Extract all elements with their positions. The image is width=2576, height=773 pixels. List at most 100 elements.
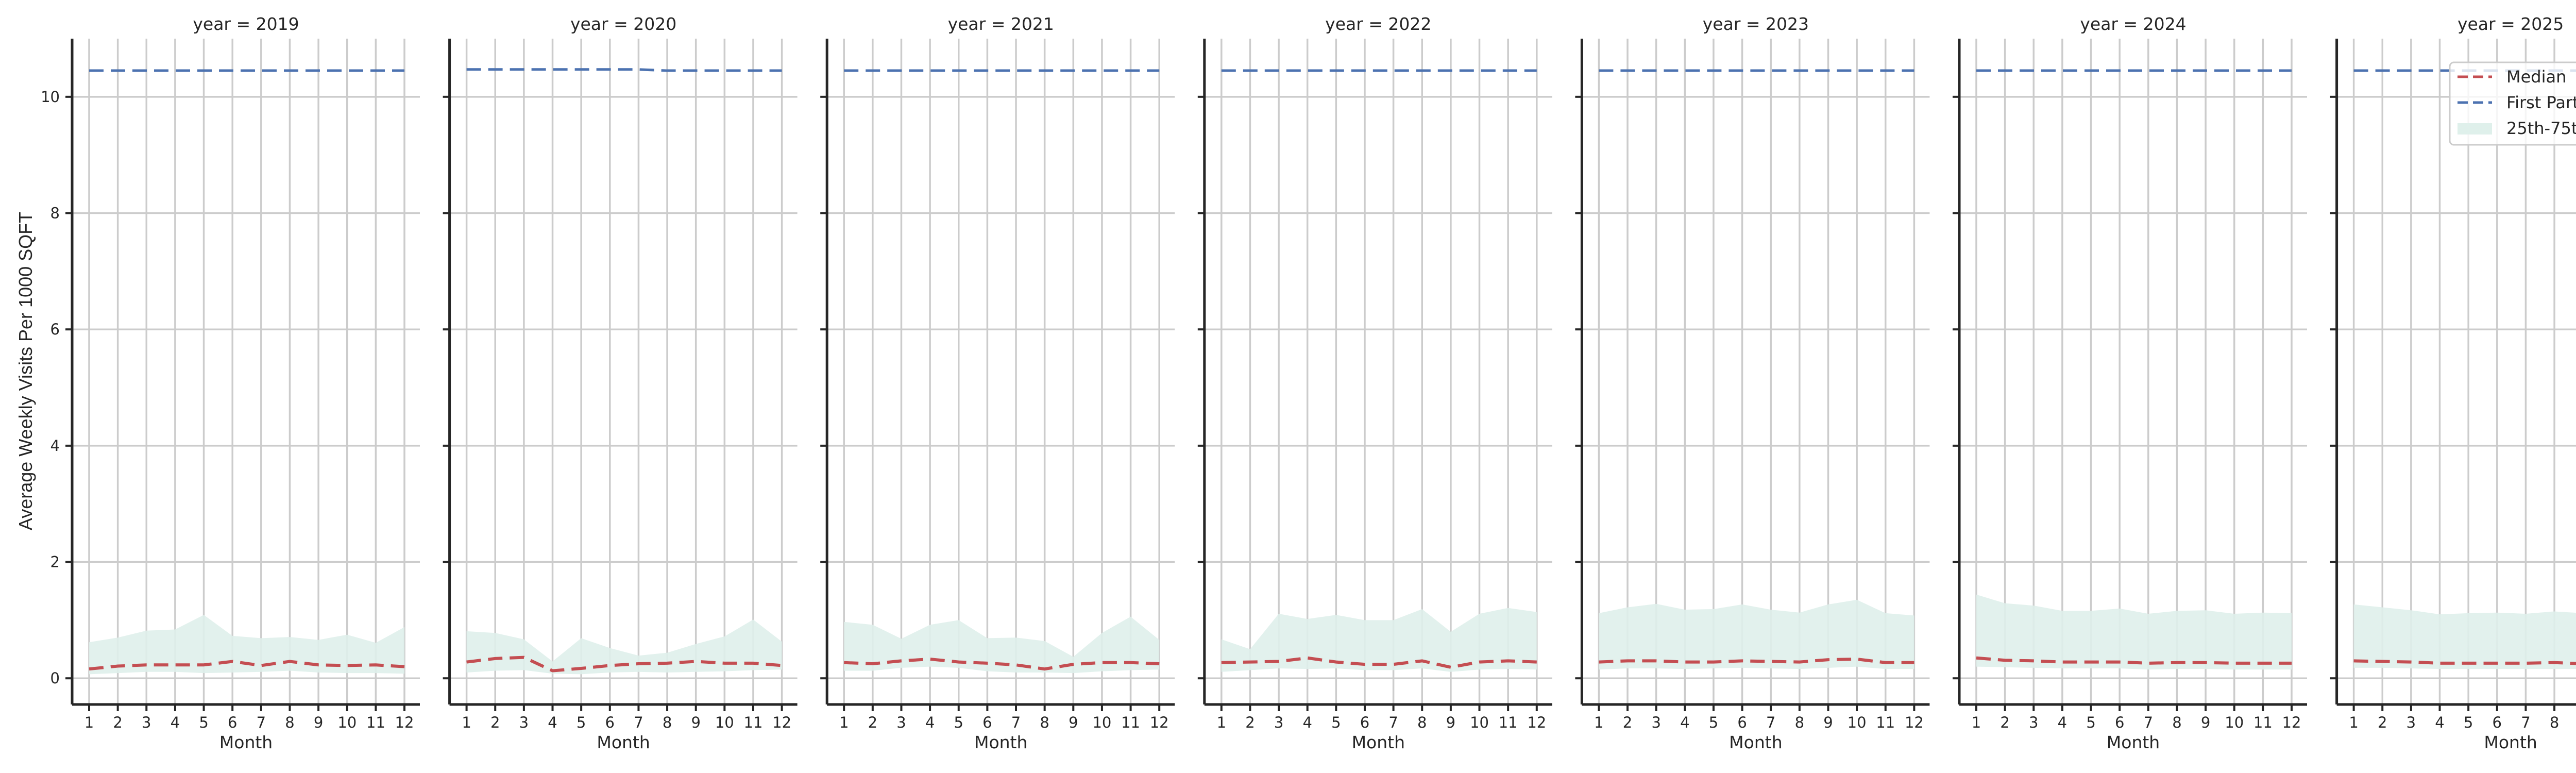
x-axis-label: Month (2484, 732, 2537, 752)
median-line (844, 657, 1160, 671)
percentile-band (1599, 599, 1914, 670)
legend-swatch-band (2458, 123, 2492, 135)
x-tick-label: 3 (142, 714, 151, 731)
x-tick-label: 4 (2058, 714, 2067, 731)
percentile-band (1221, 608, 1537, 672)
x-tick-label: 6 (2493, 714, 2502, 731)
x-tick-label: 7 (257, 714, 266, 731)
x-tick-label: 1 (839, 714, 849, 731)
x-tick-label: 7 (2144, 714, 2153, 731)
x-tick-label: 10 (1848, 714, 1867, 731)
x-tick-label: 9 (1823, 714, 1833, 731)
x-tick-label: 3 (2406, 714, 2416, 731)
x-tick-label: 2 (490, 714, 500, 731)
x-tick-label: 2 (1623, 714, 1632, 731)
x-tick-label: 8 (2172, 714, 2181, 731)
percentile-band (1976, 594, 2292, 670)
x-tick-label: 6 (1737, 714, 1747, 731)
x-tick-label: 5 (1709, 714, 1718, 731)
x-tick-label: 4 (171, 714, 180, 731)
x-tick-label: 8 (1795, 714, 1804, 731)
x-tick-label: 2 (2000, 714, 2009, 731)
x-tick-label: 4 (2435, 714, 2444, 731)
x-tick-label: 3 (2029, 714, 2038, 731)
x-tick-label: 12 (395, 714, 414, 731)
x-tick-label: 10 (1470, 714, 1489, 731)
median-line (1221, 656, 1537, 669)
x-tick-label: 6 (982, 714, 992, 731)
x-tick-label: 8 (1417, 714, 1427, 731)
x-tick-label: 11 (2253, 714, 2273, 731)
x-tick-label: 9 (2201, 714, 2210, 731)
x-tick-label: 8 (2550, 714, 2559, 731)
x-tick-label: 5 (2086, 714, 2095, 731)
x-tick-label: 1 (1972, 714, 1981, 731)
x-tick-label: 1 (2349, 714, 2358, 731)
first-party-median-line (466, 68, 782, 72)
x-tick-label: 7 (2521, 714, 2530, 731)
x-tick-label: 3 (1274, 714, 1283, 731)
x-tick-label: 1 (1217, 714, 1226, 731)
x-tick-label: 12 (1905, 714, 1924, 731)
x-tick-label: 9 (691, 714, 700, 731)
y-tick-label: 2 (50, 553, 60, 571)
x-tick-label: 10 (715, 714, 734, 731)
x-tick-label: 4 (548, 714, 557, 731)
x-tick-label: 5 (2464, 714, 2473, 731)
x-tick-label: 11 (1876, 714, 1895, 731)
x-tick-label: 9 (314, 714, 323, 731)
x-axis-label: Month (1352, 732, 1405, 752)
legend-label: First Party Median (2506, 93, 2576, 112)
y-tick-label: 6 (50, 321, 60, 338)
x-tick-label: 1 (1594, 714, 1603, 731)
x-tick-label: 2 (113, 714, 122, 731)
panel-title: year = 2023 (1703, 14, 1809, 34)
percentile-band (89, 615, 404, 675)
panel-title: year = 2024 (2080, 14, 2186, 34)
y-axis-label: Average Weekly Visits Per 1000 SQFT (15, 212, 36, 530)
x-axis-label: Month (974, 732, 1027, 752)
median-line (89, 660, 405, 671)
x-tick-label: 8 (285, 714, 294, 731)
x-tick-label: 5 (1331, 714, 1341, 731)
x-tick-label: 6 (2115, 714, 2124, 731)
x-tick-label: 8 (663, 714, 672, 731)
x-tick-label: 2 (868, 714, 877, 731)
x-tick-label: 9 (1069, 714, 1078, 731)
x-tick-label: 7 (1011, 714, 1021, 731)
x-tick-label: 6 (1360, 714, 1369, 731)
x-tick-label: 6 (605, 714, 615, 731)
x-tick-label: 4 (1680, 714, 1689, 731)
panel-title: year = 2022 (1325, 14, 1431, 34)
x-tick-label: 8 (1040, 714, 1049, 731)
median-line (1599, 657, 1914, 664)
x-tick-label: 2 (2378, 714, 2387, 731)
x-tick-label: 3 (896, 714, 906, 731)
legend-label: 25th-75th Percentile (2506, 119, 2576, 138)
panel-2025: year = 2025123456789101112Month (2330, 14, 2576, 752)
x-tick-label: 2 (1245, 714, 1255, 731)
x-tick-label: 12 (772, 714, 791, 731)
x-tick-label: 3 (519, 714, 529, 731)
legend: Median First Party Median 25th-75th Percen… (2449, 61, 2576, 146)
x-tick-label: 12 (1527, 714, 1546, 731)
x-tick-label: 11 (1121, 714, 1140, 731)
x-tick-label: 11 (1499, 714, 1518, 731)
panel-title: year = 2025 (2458, 14, 2564, 34)
x-tick-label: 10 (2225, 714, 2244, 731)
x-axis-label: Month (1729, 732, 1782, 752)
median-line (466, 656, 782, 673)
percentile-band (2353, 604, 2576, 669)
y-tick-label: 0 (50, 669, 60, 687)
x-tick-label: 11 (366, 714, 385, 731)
panel-title: year = 2020 (570, 14, 676, 34)
x-axis-label: Month (219, 732, 273, 752)
panel-title: year = 2021 (948, 14, 1054, 34)
x-tick-label: 7 (634, 714, 643, 731)
legend-label: Median (2506, 67, 2566, 87)
